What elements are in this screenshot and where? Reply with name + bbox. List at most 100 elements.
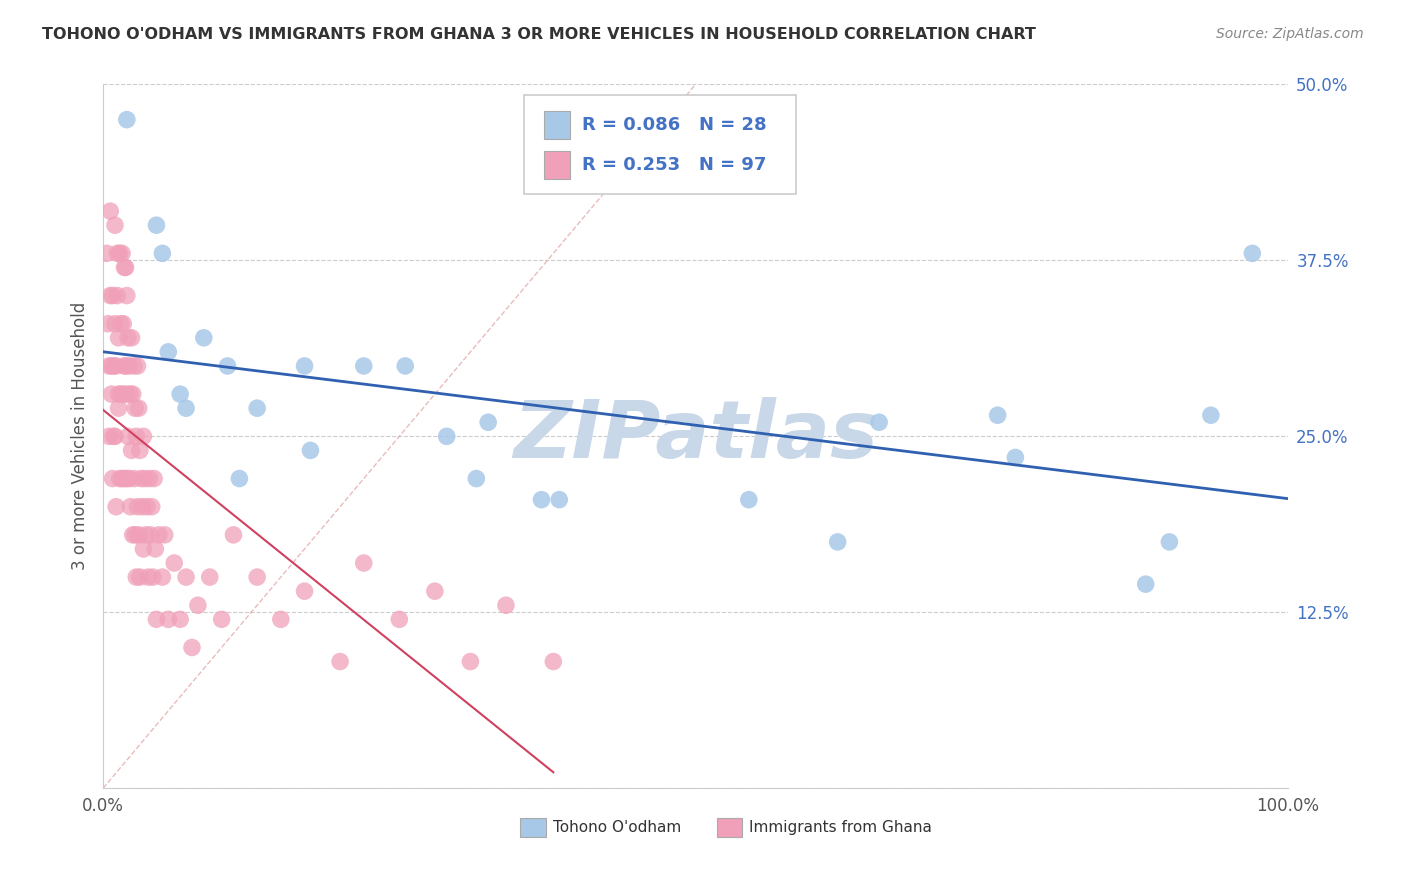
- Point: [329, 655, 352, 669]
- Point: [228, 472, 250, 486]
- Point: [98, 359, 121, 373]
- Point: [103, 429, 125, 443]
- Point: [118, 359, 141, 373]
- Point: [108, 472, 131, 486]
- Point: [117, 429, 139, 443]
- Point: [111, 246, 134, 260]
- Point: [157, 612, 180, 626]
- Point: [104, 317, 127, 331]
- Point: [827, 535, 849, 549]
- Point: [128, 528, 150, 542]
- Point: [299, 443, 322, 458]
- Point: [136, 570, 159, 584]
- Text: Immigrants from Ghana: Immigrants from Ghana: [749, 820, 932, 835]
- Point: [543, 655, 565, 669]
- Point: [131, 500, 153, 514]
- Point: [128, 443, 150, 458]
- Point: [121, 387, 143, 401]
- Point: [118, 472, 141, 486]
- Point: [530, 492, 553, 507]
- Point: [110, 317, 132, 331]
- Text: ZIPatlas: ZIPatlas: [513, 397, 877, 475]
- Point: [136, 500, 159, 514]
- Point: [143, 541, 166, 556]
- Point: [112, 387, 135, 401]
- Point: [124, 528, 146, 542]
- Point: [153, 528, 176, 542]
- Point: [132, 429, 155, 443]
- Point: [460, 655, 482, 669]
- Point: [121, 443, 143, 458]
- Point: [1135, 577, 1157, 591]
- Point: [105, 359, 128, 373]
- Point: [128, 570, 150, 584]
- Point: [96, 246, 118, 260]
- Point: [157, 344, 180, 359]
- Point: [353, 359, 375, 373]
- Point: [97, 317, 120, 331]
- Point: [125, 570, 148, 584]
- Point: [211, 612, 233, 626]
- Point: [174, 401, 197, 416]
- Point: [181, 640, 204, 655]
- Point: [198, 570, 221, 584]
- Point: [103, 359, 125, 373]
- Point: [145, 612, 167, 626]
- Point: [436, 429, 458, 443]
- Point: [169, 387, 191, 401]
- Y-axis label: 3 or more Vehicles in Household: 3 or more Vehicles in Household: [72, 302, 89, 571]
- Point: [187, 599, 209, 613]
- Point: [107, 331, 129, 345]
- Point: [1241, 246, 1264, 260]
- Text: R = 0.086   N = 28: R = 0.086 N = 28: [582, 116, 766, 135]
- Point: [127, 359, 149, 373]
- Point: [134, 472, 156, 486]
- Point: [101, 472, 124, 486]
- Point: [738, 492, 761, 507]
- Point: [294, 584, 316, 599]
- Point: [110, 387, 132, 401]
- Point: [129, 472, 152, 486]
- Point: [987, 408, 1010, 422]
- Point: [1004, 450, 1026, 465]
- Point: [117, 331, 139, 345]
- Point: [120, 500, 142, 514]
- Point: [115, 472, 138, 486]
- Bar: [544, 152, 569, 179]
- Point: [105, 246, 128, 260]
- Point: [139, 528, 162, 542]
- Point: [108, 246, 131, 260]
- Point: [127, 500, 149, 514]
- Point: [105, 288, 128, 302]
- Point: [548, 492, 571, 507]
- Point: [169, 612, 191, 626]
- Point: [388, 612, 411, 626]
- Point: [150, 570, 173, 584]
- Point: [1199, 408, 1222, 422]
- Point: [115, 387, 138, 401]
- Point: [125, 429, 148, 443]
- Point: [104, 218, 127, 232]
- Point: [115, 288, 138, 302]
- Point: [122, 359, 145, 373]
- Point: [138, 472, 160, 486]
- Point: [132, 541, 155, 556]
- Point: [98, 288, 121, 302]
- Point: [495, 599, 517, 613]
- Point: [246, 570, 269, 584]
- Point: [122, 472, 145, 486]
- Point: [142, 570, 165, 584]
- Point: [148, 528, 170, 542]
- Point: [174, 570, 197, 584]
- Point: [104, 429, 127, 443]
- Point: [115, 112, 138, 127]
- Point: [107, 401, 129, 416]
- Point: [353, 556, 375, 570]
- Point: [121, 528, 143, 542]
- Point: [121, 331, 143, 345]
- Point: [100, 387, 122, 401]
- Point: [114, 472, 136, 486]
- Point: [135, 528, 157, 542]
- Point: [246, 401, 269, 416]
- FancyBboxPatch shape: [523, 95, 796, 194]
